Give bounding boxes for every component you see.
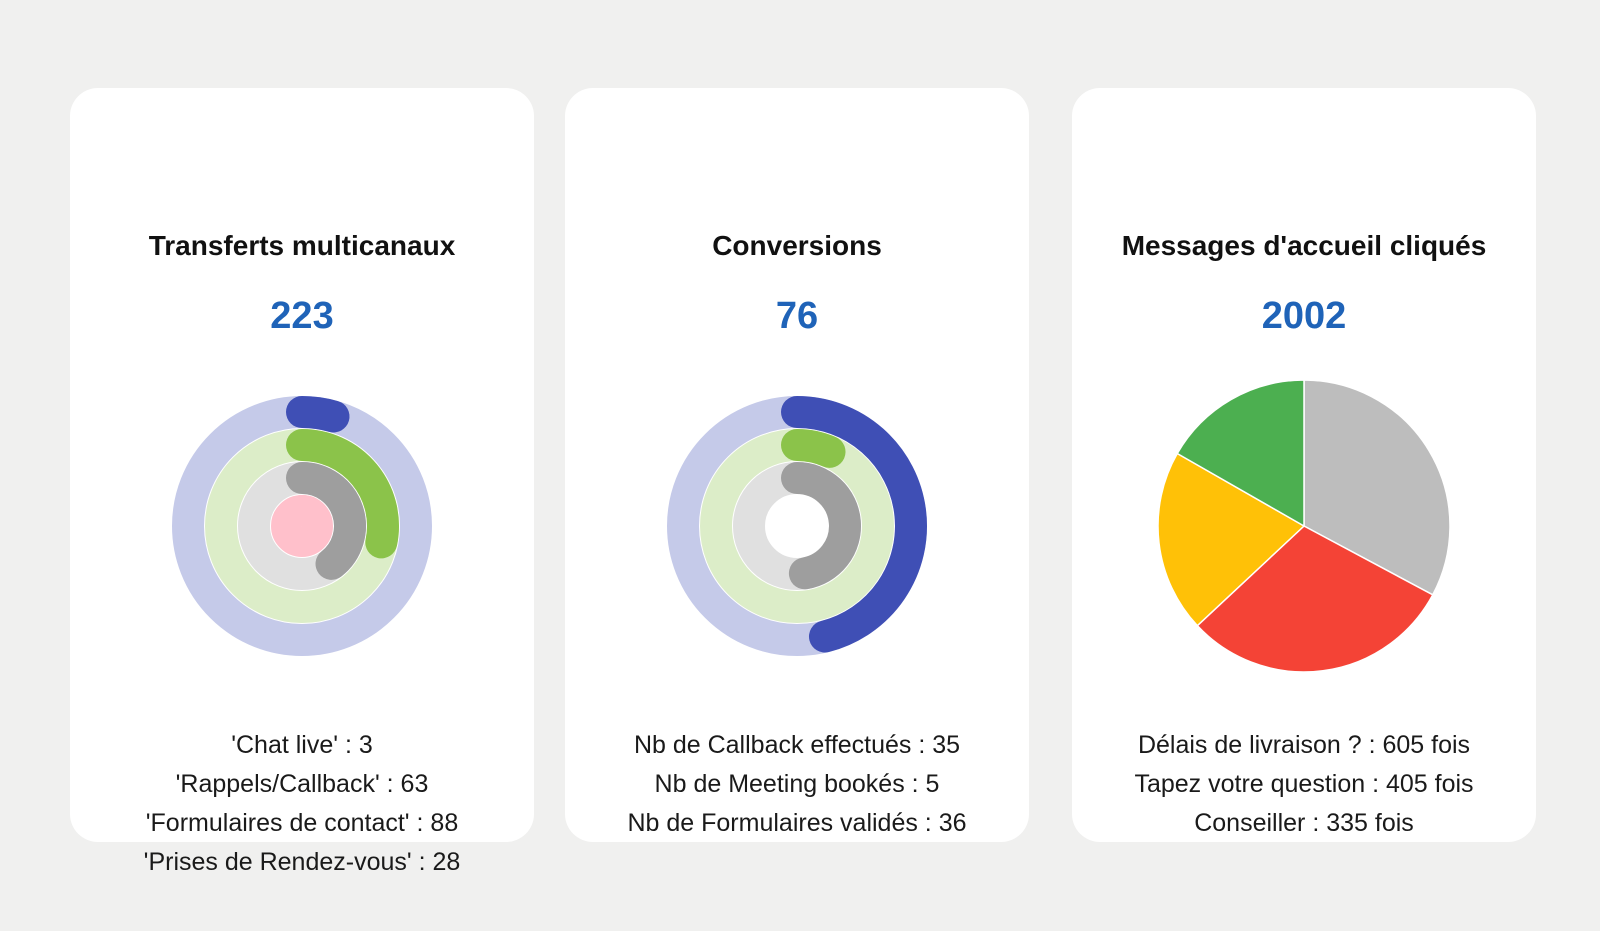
card-total: 76 (775, 295, 819, 337)
legend: Nb de Callback effectués : 35 Nb de Meet… (565, 726, 1029, 843)
ring-bar-nb-de-meeting-book-s (781, 429, 846, 468)
legend-item: Nb de Formulaires validés : 36 (627, 809, 967, 837)
ring-bar-prises-de-rendez-vous (286, 495, 329, 532)
legend-item: 'Formulaires de contact' : 88 (145, 809, 459, 837)
radial-bar-chart (667, 396, 927, 656)
card-messages-accueil: Messages d'accueil cliqués 2002 Délais d… (1072, 88, 1536, 842)
legend-item: Tapez votre question : 405 fois (1134, 770, 1474, 798)
card-total: 223 (270, 295, 334, 337)
pie-slice (1157, 452, 1306, 627)
ring-bar-rappels-callback (286, 429, 399, 559)
ring-bar-chat-live (286, 396, 350, 433)
legend-item: Nb de Meeting bookés : 5 (654, 770, 940, 798)
legend-item: 'Prises de Rendez-vous' : 28 (143, 848, 461, 876)
card-transferts: Transferts multicanaux 223 'Chat live' :… (70, 88, 534, 876)
pie-slice (1176, 379, 1305, 528)
legend-item: Nb de Callback effectués : 35 (633, 731, 961, 759)
ring-bar-formulaires-de-contact (286, 462, 366, 580)
card-conversions: Conversions 76 Nb de Callback effectués … (565, 88, 1029, 842)
card-title: Messages d'accueil cliqués (1121, 230, 1487, 261)
ring-bar-nb-de-formulaires-valid-s (781, 462, 861, 590)
legend-item: 'Chat live' : 3 (231, 731, 373, 759)
legend-item: 'Rappels/Callback' : 63 (175, 770, 429, 798)
card-total: 2002 (1261, 295, 1347, 337)
radial-bar-chart (172, 396, 432, 656)
legend: Délais de livraison ? : 605 fois Tapez v… (1072, 726, 1536, 843)
legend-item: Conseiller : 335 fois (1194, 809, 1414, 837)
pie-chart (1157, 379, 1451, 673)
pie-slice (1196, 525, 1434, 673)
card-title: Conversions (712, 230, 882, 261)
ring-bar-nb-de-callback-effectu-s (781, 396, 927, 653)
pie-slice (1303, 379, 1451, 596)
legend: 'Chat live' : 3 'Rappels/Callback' : 63 … (70, 726, 534, 882)
card-title: Transferts multicanaux (148, 230, 456, 261)
legend-item: Délais de livraison ? : 605 fois (1137, 731, 1471, 759)
